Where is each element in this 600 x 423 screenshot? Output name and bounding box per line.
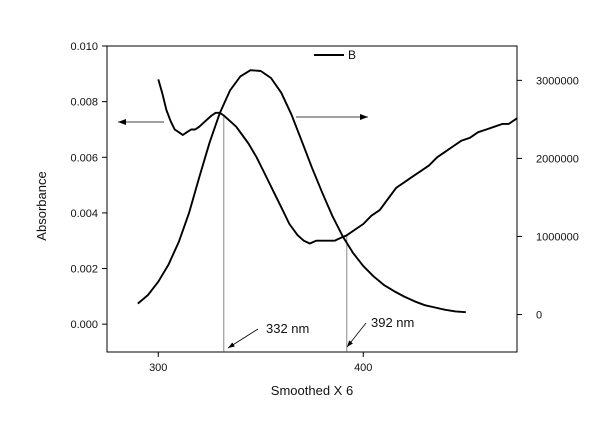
annotation-label: 332 nm	[266, 321, 309, 336]
left-tick-label: 0.008	[70, 97, 98, 109]
left-tick-label: 0.002	[70, 264, 98, 276]
left-tick-label: 0.010	[70, 41, 98, 53]
arrow-head	[118, 119, 126, 125]
legend-label-b: B	[348, 48, 356, 62]
x-tick-label: 400	[354, 362, 372, 374]
plot-frame	[106, 45, 518, 353]
right-tick-label: 2000000	[536, 153, 579, 165]
right-tick-label: 0	[536, 310, 542, 322]
guide-lines	[223, 115, 348, 352]
x-tick-label: 300	[149, 362, 167, 374]
annotation-arrow-head	[347, 340, 353, 347]
left-tick-label: 0.000	[70, 319, 98, 331]
axis-ticks	[102, 45, 522, 357]
left-tick-label: 0.004	[70, 208, 98, 220]
x-axis-label: Smoothed X 6	[271, 383, 353, 398]
legend: B	[314, 48, 356, 62]
right-tick-label: 3000000	[536, 75, 579, 87]
x-axis-tick-labels: 300 400	[149, 362, 372, 374]
series-line-absorbance	[157, 79, 518, 245]
axis-indicator-arrows	[118, 114, 368, 125]
right-axis-tick-labels: 0 1000000 2000000 3000000	[536, 75, 579, 321]
right-tick-label: 1000000	[536, 231, 579, 243]
y-axis-label: Absorbance	[34, 171, 49, 240]
arrow-head	[360, 114, 368, 120]
annotation-arrow-head	[228, 342, 235, 348]
series-line-right-axis	[137, 69, 466, 314]
left-axis-tick-labels: 0.000 0.002 0.004 0.006 0.008 0.010	[70, 41, 98, 331]
annotations: 332 nm 392 nm	[227, 315, 414, 349]
annotation-label: 392 nm	[371, 315, 414, 330]
left-tick-label: 0.006	[70, 152, 98, 164]
